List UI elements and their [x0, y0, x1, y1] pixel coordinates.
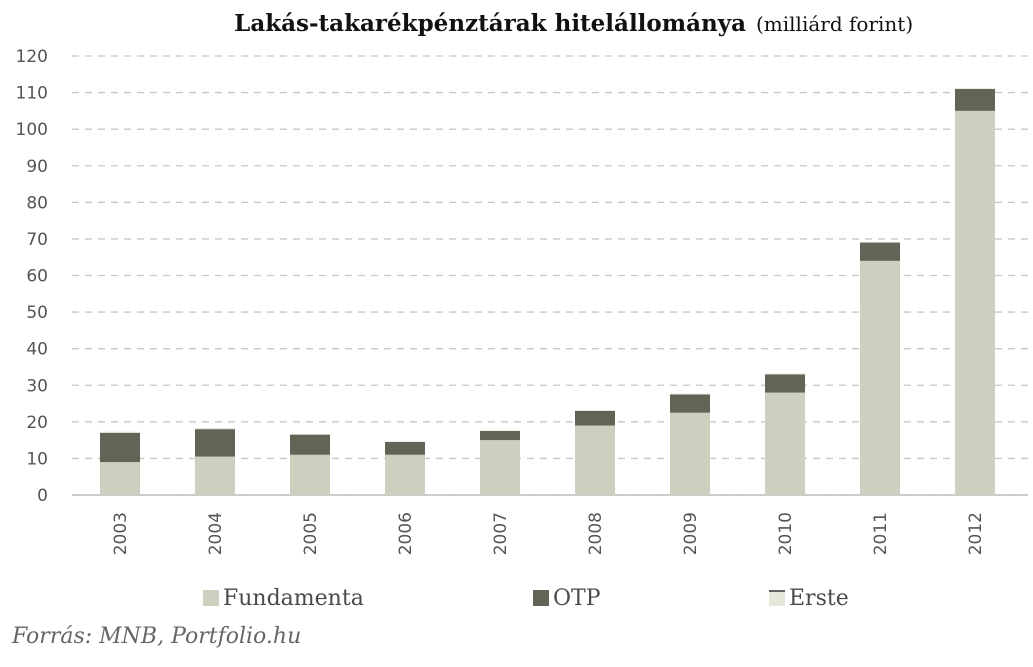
y-tick-label: 60 [26, 267, 48, 287]
y-tick-label: 100 [16, 120, 48, 140]
legend: Fundamenta OTP Erste [203, 586, 849, 611]
bar-erste-2006 [385, 441, 425, 442]
bar-otp-2005 [290, 434, 330, 455]
x-axis-ticks: 2003 2004 2005 2006 2007 2008 2009 2010 2011 2012 [111, 512, 986, 555]
bar-fundamenta-2008 [575, 425, 615, 495]
bar-otp-2011 [860, 242, 900, 261]
y-tick-label: 40 [26, 340, 48, 360]
bar-fundamenta-2009 [670, 412, 710, 495]
bar-otp-2012 [955, 88, 995, 111]
bar-erste-2008 [575, 410, 615, 411]
bar-fundamenta-2012 [955, 110, 995, 495]
y-axis-ticks: 0 10 20 30 40 50 60 70 80 90 100 110 120 [16, 47, 48, 506]
y-tick-label: 110 [16, 84, 48, 104]
bar-fundamenta-2007 [480, 440, 520, 495]
y-tick-label: 50 [26, 303, 48, 323]
bar-fundamenta-2011 [860, 260, 900, 495]
chart-title: Lakás-takarékpénztárak hitelállománya (m… [234, 10, 913, 37]
bar-otp-2007 [480, 430, 520, 441]
legend-item-fundamenta: Fundamenta [203, 586, 364, 611]
x-tick-label: 2003 [111, 512, 131, 555]
x-tick-label: 2008 [586, 512, 606, 555]
y-tick-label: 80 [26, 193, 48, 213]
legend-label-otp: OTP [553, 586, 601, 611]
x-tick-label: 2012 [966, 512, 986, 555]
legend-swatch-erste [769, 590, 785, 606]
x-tick-label: 2011 [871, 512, 891, 555]
y-tick-label: 10 [26, 449, 48, 469]
chart-title-main: Lakás-takarékpénztárak hitelállománya [234, 10, 746, 37]
bar-erste-2011 [860, 241, 900, 243]
legend-item-otp: OTP [533, 586, 601, 611]
bar-erste-2005 [290, 433, 330, 435]
bar-fundamenta-2006 [385, 454, 425, 495]
bar-fundamenta-2005 [290, 454, 330, 495]
chart-subtitle: (milliárd forint) [756, 12, 913, 36]
x-tick-label: 2009 [681, 512, 701, 555]
y-tick-label: 70 [26, 230, 48, 250]
legend-swatch-fundamenta [203, 590, 219, 606]
bar-fundamenta-2003 [100, 462, 140, 495]
x-tick-label: 2006 [396, 512, 416, 555]
y-tick-label: 120 [16, 47, 48, 67]
legend-swatch-otp [533, 590, 549, 606]
bar-otp-2003 [100, 432, 140, 463]
bar-erste-2012 [955, 88, 995, 89]
bar-erste-2004 [195, 428, 235, 430]
bar-erste-2010 [765, 373, 805, 375]
bar-otp-2004 [195, 429, 235, 457]
source-note: Forrás: MNB, Portfolio.hu [12, 624, 302, 649]
legend-item-erste: Erste [769, 586, 849, 611]
bars [100, 88, 995, 495]
legend-label-fundamenta: Fundamenta [223, 586, 364, 611]
bar-fundamenta-2010 [765, 392, 805, 495]
y-tick-label: 30 [26, 376, 48, 396]
bar-erste-2003 [100, 431, 140, 433]
x-tick-label: 2004 [206, 512, 226, 555]
bar-erste-2007 [480, 430, 520, 431]
bar-otp-2010 [765, 374, 805, 393]
y-tick-label: 0 [37, 486, 48, 506]
y-tick-label: 90 [26, 157, 48, 177]
bar-otp-2008 [575, 410, 615, 426]
x-tick-label: 2007 [491, 512, 511, 555]
legend-label-erste: Erste [789, 586, 849, 611]
x-tick-label: 2010 [776, 512, 796, 555]
x-tick-label: 2005 [301, 512, 321, 555]
bar-otp-2009 [670, 394, 710, 413]
bar-otp-2006 [385, 441, 425, 455]
y-tick-label: 20 [26, 413, 48, 433]
bar-erste-2009 [670, 393, 710, 395]
bar-fundamenta-2004 [195, 456, 235, 495]
